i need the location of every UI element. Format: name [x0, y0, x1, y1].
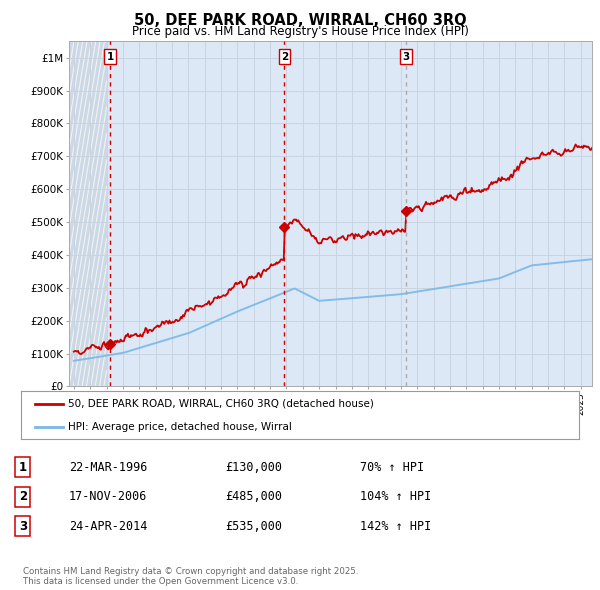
Text: 70% ↑ HPI: 70% ↑ HPI: [360, 461, 424, 474]
Text: 1: 1: [19, 461, 27, 474]
Text: 2: 2: [19, 490, 27, 503]
Text: £130,000: £130,000: [225, 461, 282, 474]
Text: £485,000: £485,000: [225, 490, 282, 503]
Text: 3: 3: [19, 520, 27, 533]
Text: 3: 3: [403, 52, 410, 61]
Text: 142% ↑ HPI: 142% ↑ HPI: [360, 520, 431, 533]
Text: 2: 2: [281, 52, 288, 61]
Text: Contains HM Land Registry data © Crown copyright and database right 2025.
This d: Contains HM Land Registry data © Crown c…: [23, 567, 358, 586]
Text: £535,000: £535,000: [225, 520, 282, 533]
Bar: [69, 41, 107, 386]
Text: 17-NOV-2006: 17-NOV-2006: [69, 490, 148, 503]
Text: 50, DEE PARK ROAD, WIRRAL, CH60 3RQ (detached house): 50, DEE PARK ROAD, WIRRAL, CH60 3RQ (det…: [68, 399, 374, 409]
Text: 1: 1: [107, 52, 114, 61]
Text: HPI: Average price, detached house, Wirral: HPI: Average price, detached house, Wirr…: [68, 422, 292, 432]
Text: 104% ↑ HPI: 104% ↑ HPI: [360, 490, 431, 503]
Text: 22-MAR-1996: 22-MAR-1996: [69, 461, 148, 474]
Text: 24-APR-2014: 24-APR-2014: [69, 520, 148, 533]
Text: 50, DEE PARK ROAD, WIRRAL, CH60 3RQ: 50, DEE PARK ROAD, WIRRAL, CH60 3RQ: [134, 13, 466, 28]
Text: Price paid vs. HM Land Registry's House Price Index (HPI): Price paid vs. HM Land Registry's House …: [131, 25, 469, 38]
